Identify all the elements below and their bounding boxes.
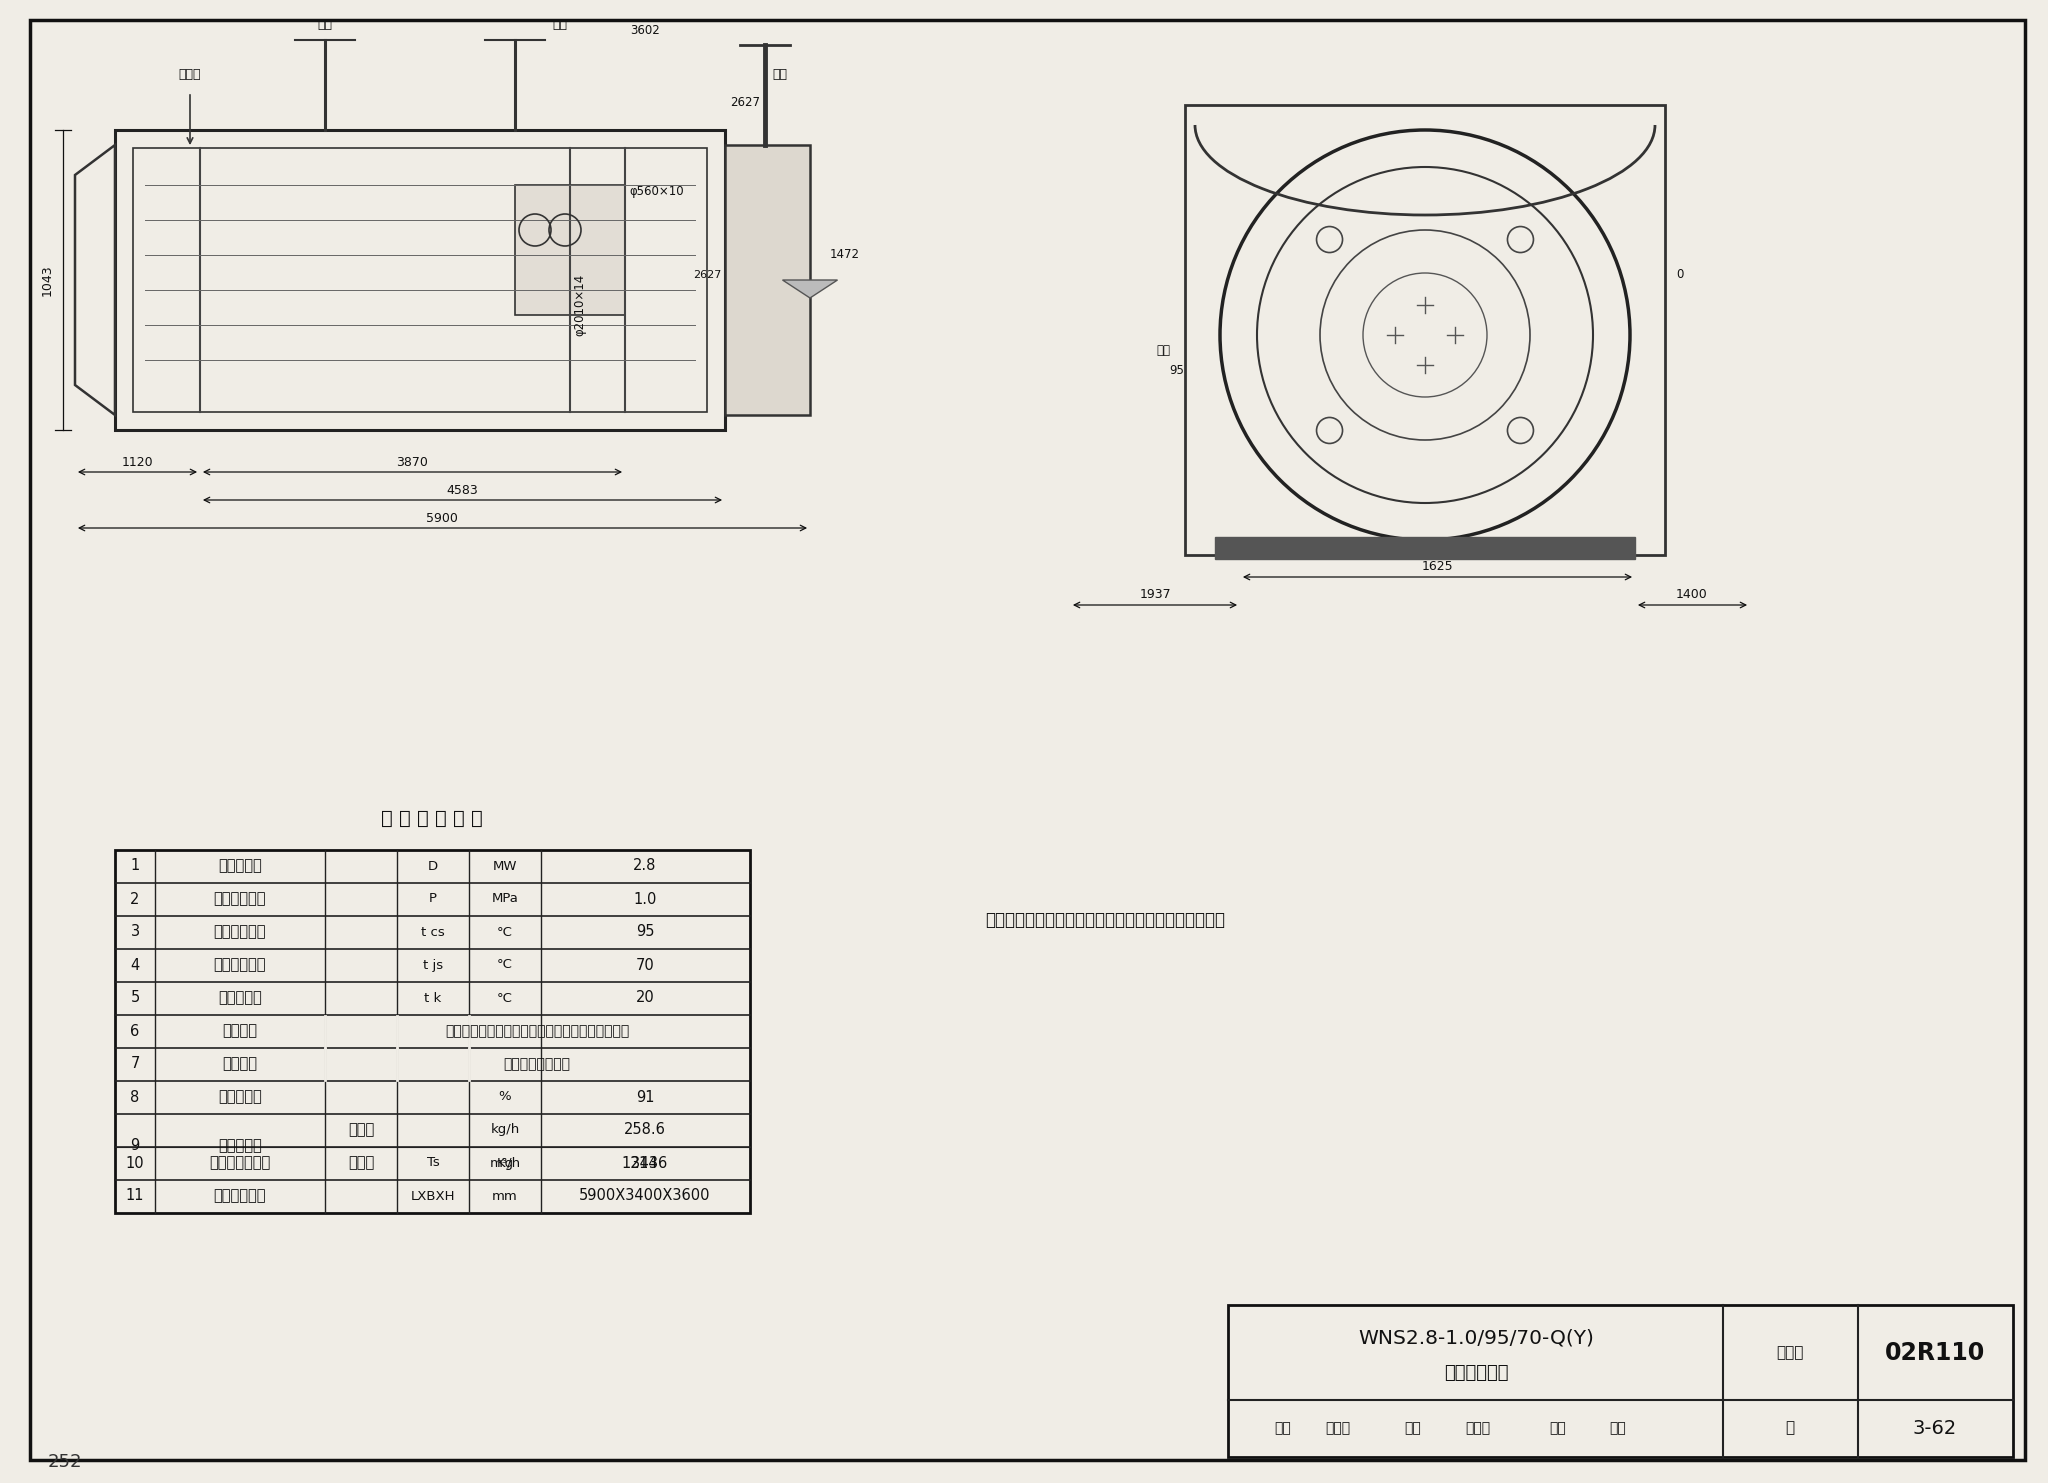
Text: 天然气: 天然气	[348, 1155, 375, 1170]
Text: 95: 95	[1169, 363, 1184, 377]
Text: 佳弱: 佳弱	[1610, 1421, 1626, 1436]
Text: 排烟: 排烟	[772, 68, 788, 82]
Text: 4583: 4583	[446, 483, 477, 497]
Text: 1.0: 1.0	[633, 891, 657, 906]
Text: 李乔梓: 李乔梓	[1325, 1421, 1350, 1436]
Text: 7: 7	[131, 1056, 139, 1072]
Bar	[133, 148, 707, 412]
Text: 超吉重: 超吉重	[1466, 1421, 1491, 1436]
Text: 1: 1	[131, 859, 139, 873]
Text: 回水: 回水	[317, 18, 332, 31]
Text: 0: 0	[1677, 268, 1683, 282]
Text: 3602: 3602	[631, 24, 659, 37]
Text: 燃料消耗量: 燃料消耗量	[219, 1139, 262, 1154]
Text: 锅 炉 主 要 性 能: 锅 炉 主 要 性 能	[381, 808, 483, 828]
Text: 额定工作压力: 额定工作压力	[213, 891, 266, 906]
Text: 善污: 善污	[1155, 344, 1169, 356]
Text: °C: °C	[498, 958, 512, 971]
Text: 设计热效率: 设计热效率	[219, 1090, 262, 1105]
Text: 2627: 2627	[692, 270, 721, 280]
Text: t cs: t cs	[422, 925, 444, 939]
Text: 3-62: 3-62	[1913, 1419, 1958, 1437]
Text: 最大运输件重量: 最大运输件重量	[209, 1155, 270, 1170]
Text: 2.8: 2.8	[633, 859, 657, 873]
FancyArrow shape	[782, 280, 838, 298]
Text: 额定热功率: 额定热功率	[219, 859, 262, 873]
Text: 额定出水温度: 额定出水温度	[213, 924, 266, 940]
Text: 5900: 5900	[426, 512, 459, 525]
Text: 8: 8	[131, 1090, 139, 1105]
Text: 6: 6	[131, 1023, 139, 1038]
Text: Ts: Ts	[426, 1157, 440, 1170]
Text: t k: t k	[424, 992, 442, 1004]
Text: t js: t js	[424, 958, 442, 971]
Text: 1625: 1625	[1421, 561, 1452, 574]
Text: 设计: 设计	[1550, 1421, 1567, 1436]
Text: P: P	[428, 893, 436, 906]
Text: 5900X3400X3600: 5900X3400X3600	[580, 1188, 711, 1204]
Text: kg/h: kg/h	[489, 1124, 520, 1136]
Bar	[115, 131, 725, 430]
Text: 热水锅炉总图: 热水锅炉总图	[1444, 1364, 1507, 1382]
Bar	[1186, 105, 1665, 555]
Text: 1043: 1043	[41, 264, 53, 295]
Text: 12436: 12436	[623, 1155, 668, 1170]
Text: 调节方式: 调节方式	[223, 1056, 258, 1072]
Text: 图集号: 图集号	[1776, 1345, 1804, 1360]
Text: 1472: 1472	[829, 249, 860, 261]
Bar	[115, 850, 750, 1213]
Text: 轻油、重油、管道燃气、天然气、液化石油气等。: 轻油、重油、管道燃气、天然气、液化石油气等。	[444, 1023, 629, 1038]
Text: MPa: MPa	[492, 893, 518, 906]
Text: 2627: 2627	[729, 95, 760, 108]
Text: D: D	[428, 860, 438, 872]
Text: 4: 4	[131, 958, 139, 973]
Text: 5: 5	[131, 991, 139, 1005]
Bar	[1214, 537, 1634, 559]
Text: 314: 314	[631, 1155, 659, 1170]
Text: 页: 页	[1786, 1421, 1794, 1436]
Bar	[725, 145, 811, 415]
Text: 防爆门: 防爆门	[178, 68, 201, 82]
Text: LXBXH: LXBXH	[412, 1189, 455, 1203]
Text: φ560×10: φ560×10	[629, 185, 684, 199]
Text: 轻柴油: 轻柴油	[348, 1123, 375, 1137]
Text: 11: 11	[125, 1188, 143, 1204]
Text: 252: 252	[47, 1453, 82, 1471]
Text: MW: MW	[494, 860, 518, 872]
Text: 适用燃料: 适用燃料	[223, 1023, 258, 1038]
Text: 20: 20	[635, 991, 655, 1005]
Text: 3: 3	[131, 924, 139, 940]
Text: 2: 2	[131, 891, 139, 906]
Text: 1400: 1400	[1675, 589, 1708, 602]
Text: 锅炉外形尺寸: 锅炉外形尺寸	[213, 1188, 266, 1204]
Bar	[514, 185, 625, 314]
Text: 额定进水温度: 额定进水温度	[213, 958, 266, 973]
Text: 1120: 1120	[121, 455, 154, 469]
Text: 95: 95	[635, 924, 653, 940]
Bar	[1229, 1305, 2013, 1456]
Text: 91: 91	[635, 1090, 653, 1105]
Text: 冷空气温度: 冷空气温度	[219, 991, 262, 1005]
Text: 1937: 1937	[1139, 589, 1171, 602]
Text: 注：本图按上海工业锅炉厂锅炉产品的技术资料编制。: 注：本图按上海工业锅炉厂锅炉产品的技术资料编制。	[985, 911, 1225, 928]
Text: %: %	[498, 1090, 512, 1103]
Text: °C: °C	[498, 992, 512, 1004]
Text: 9: 9	[131, 1139, 139, 1154]
Text: 10: 10	[125, 1155, 143, 1170]
Text: m³/h: m³/h	[489, 1157, 520, 1170]
Text: 3870: 3870	[395, 455, 428, 469]
Text: 70: 70	[635, 958, 655, 973]
Text: °C: °C	[498, 925, 512, 939]
Text: WNS2.8-1.0/95/70-Q(Y): WNS2.8-1.0/95/70-Q(Y)	[1358, 1329, 1593, 1348]
Text: 出水: 出水	[553, 18, 567, 31]
Text: mm: mm	[492, 1189, 518, 1203]
Text: 258.6: 258.6	[625, 1123, 666, 1137]
Text: 校对: 校对	[1405, 1421, 1421, 1436]
Text: 审核: 审核	[1274, 1421, 1292, 1436]
Text: φ2010×14: φ2010×14	[573, 274, 586, 337]
Text: 02R110: 02R110	[1884, 1341, 1985, 1364]
Text: 全自动，滑动二级: 全自动，滑动二级	[504, 1057, 571, 1071]
Text: Kg: Kg	[496, 1157, 514, 1170]
